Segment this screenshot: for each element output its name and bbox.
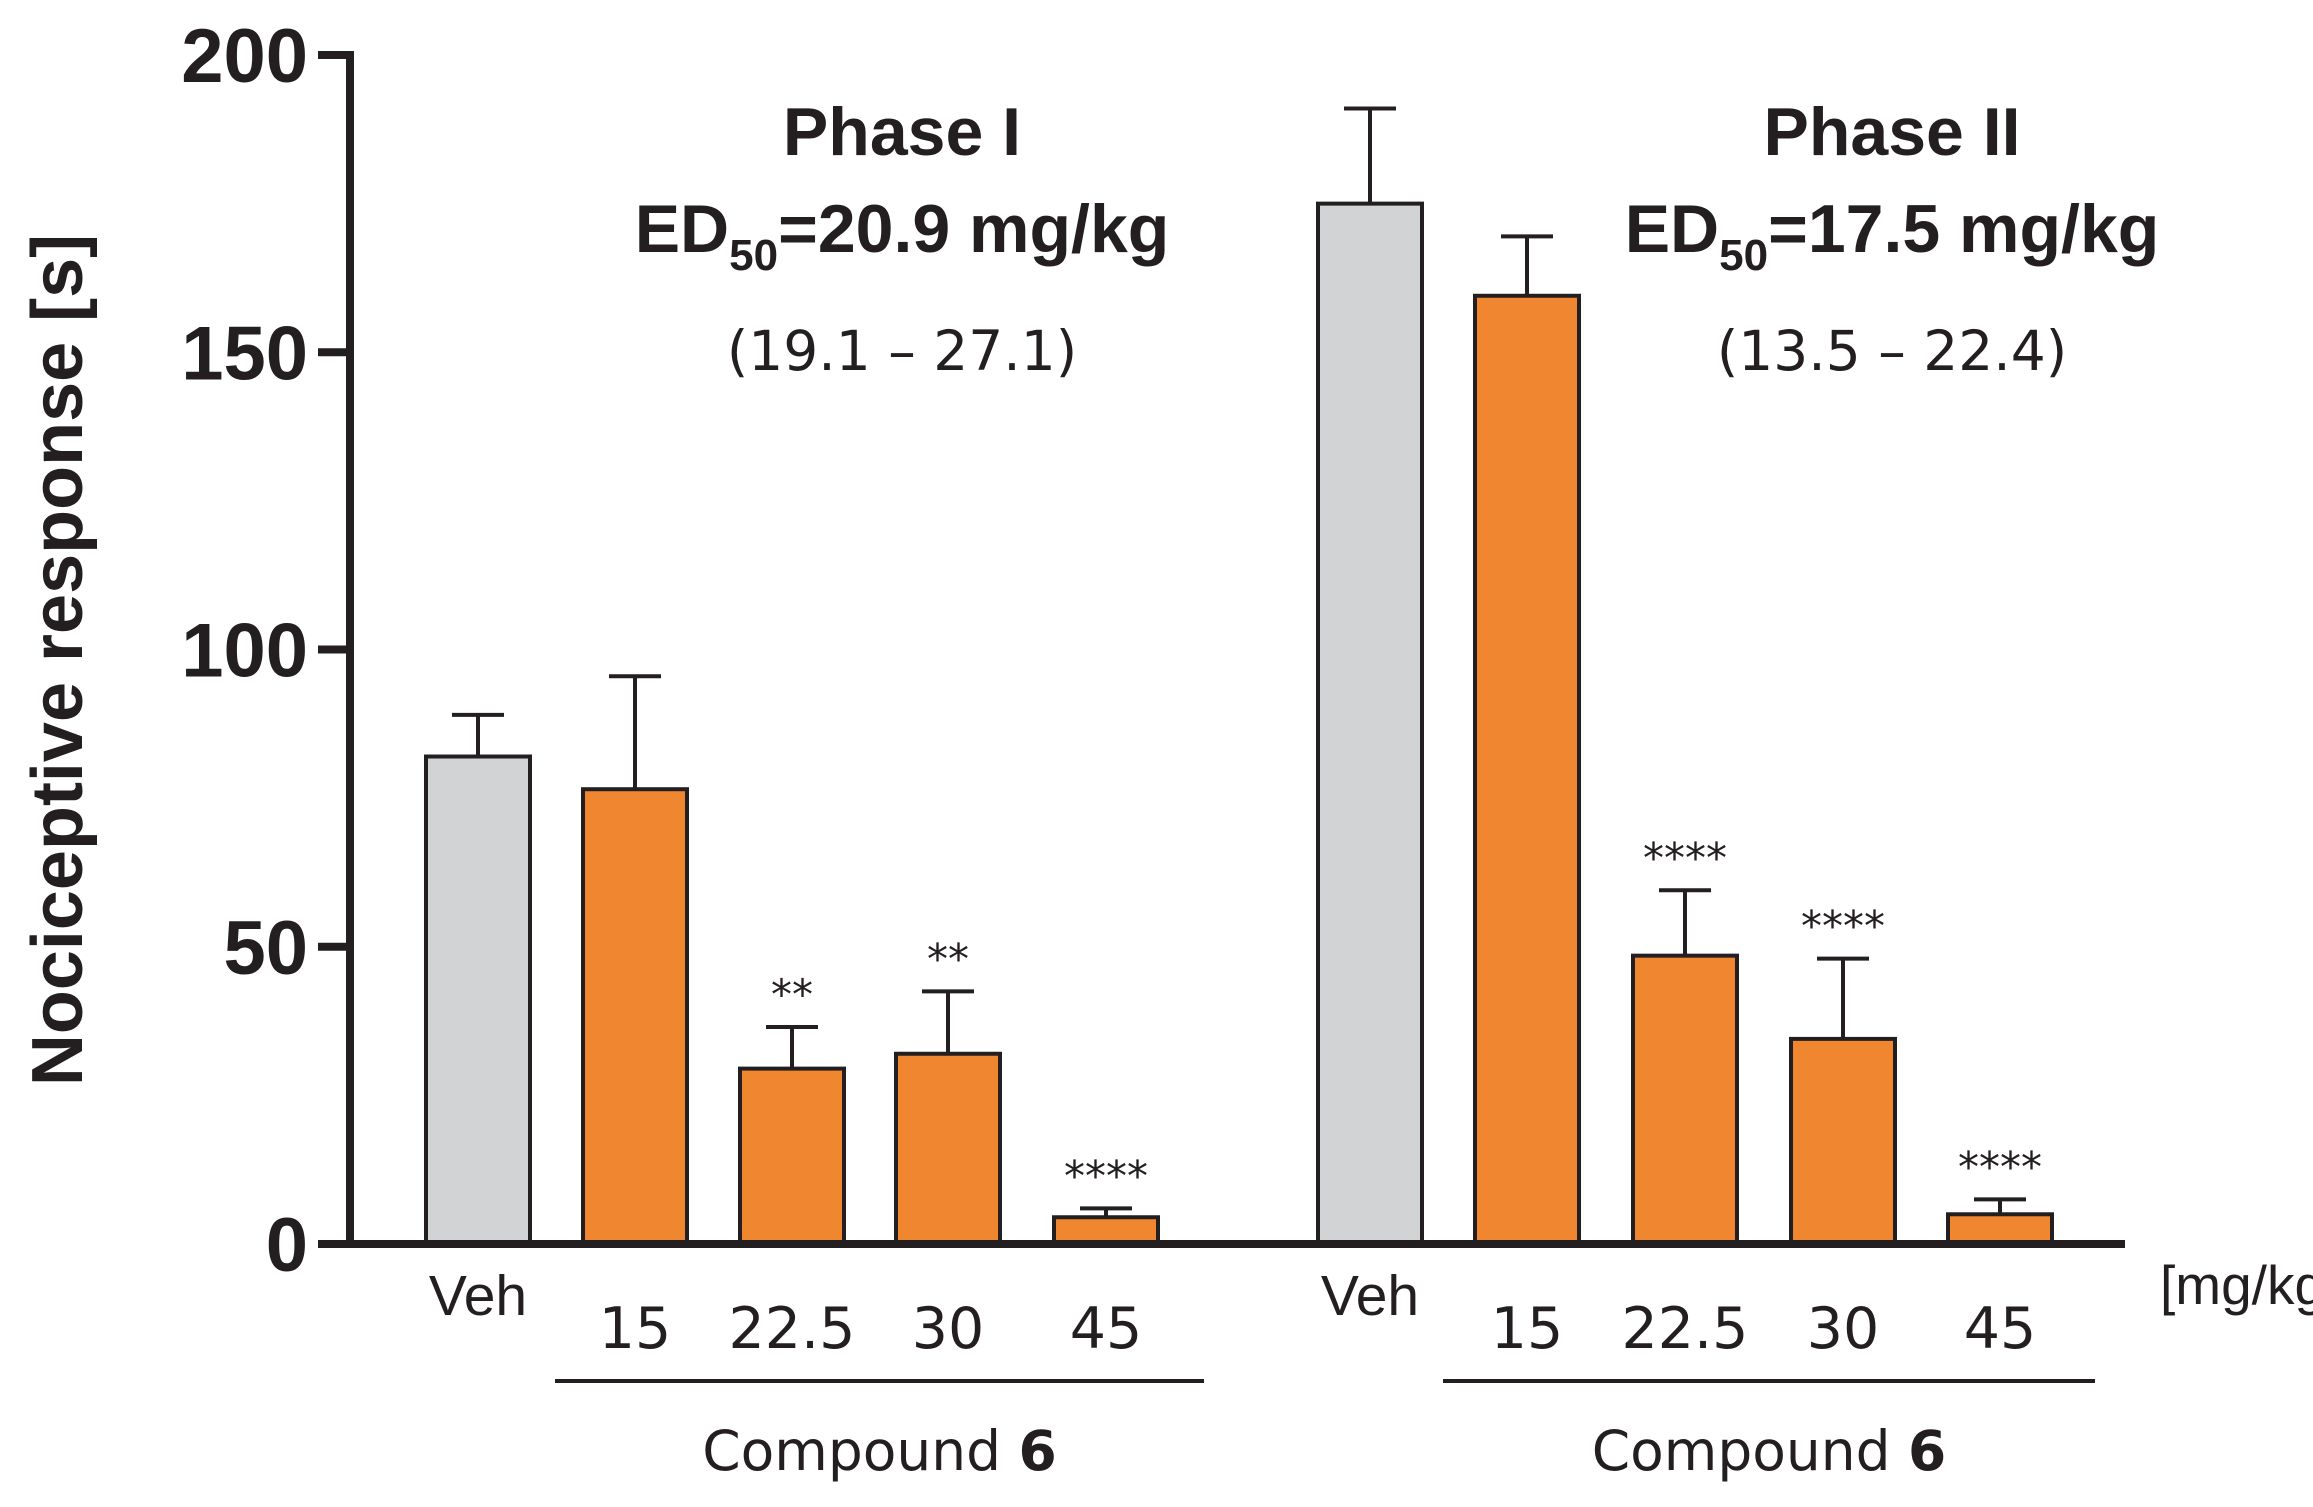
confidence-interval: (13.5 – 22.4) [1717, 319, 2067, 383]
ed50-subscript: 50 [1719, 231, 1768, 280]
category-label-dose: 30 [912, 1296, 985, 1362]
group-label-compound-number: 6 [1019, 1419, 1057, 1483]
ed50-label: ED50=17.5 mg/kg [1625, 191, 2160, 280]
group-label-compound-number: 6 [1908, 1419, 1946, 1483]
group-label: Compound 6 [1592, 1419, 1947, 1483]
y-tick-label: 200 [181, 14, 308, 99]
significance-label: **** [1801, 902, 1885, 951]
phase-title: Phase I [783, 94, 1021, 170]
phase-title: Phase II [1763, 94, 2020, 170]
significance-label: **** [1064, 1151, 1148, 1200]
ed50-label: ED50=20.9 mg/kg [635, 191, 1170, 280]
ed50-prefix: ED [1625, 191, 1719, 267]
y-tick-label: 150 [181, 311, 308, 396]
bars [424, 106, 2054, 1247]
bar [894, 1051, 1002, 1247]
category-label-dose: 45 [1070, 1296, 1143, 1362]
bar [1316, 201, 1424, 1246]
category-label-dose: 15 [1491, 1296, 1564, 1362]
category-label-dose: 45 [1964, 1296, 2037, 1362]
bar [738, 1066, 846, 1247]
group-label: Compound 6 [702, 1419, 1057, 1483]
bar [1052, 1215, 1160, 1247]
significance-label: **** [1643, 833, 1727, 882]
confidence-interval: (19.1 – 27.1) [727, 319, 1077, 383]
bar [581, 787, 689, 1247]
bar [424, 754, 532, 1246]
bar [1946, 1212, 2054, 1247]
ed50-prefix: ED [635, 191, 729, 267]
ed50-value: =20.9 mg/kg [778, 191, 1169, 267]
category-label-dose: 22.5 [1622, 1296, 1749, 1362]
y-tick-label: 100 [181, 609, 308, 694]
y-tick-label: 50 [223, 906, 308, 991]
y-axis-ticks: 0 50 100 150 200 [181, 14, 350, 1288]
significance-label: ** [927, 934, 969, 983]
category-label-dose: 22.5 [729, 1296, 856, 1362]
category-label-dose: 15 [599, 1296, 672, 1362]
unit-label: [mg/kg] [2160, 1254, 2313, 1316]
category-label-veh: Veh [429, 1264, 527, 1328]
ed50-value: =17.5 mg/kg [1768, 191, 2159, 267]
category-label-dose: 30 [1807, 1296, 1880, 1362]
y-axis-title: Nociceptive response [s] [18, 234, 98, 1086]
bar [1631, 953, 1739, 1246]
significance-label: **** [1958, 1142, 2042, 1191]
significance-label: ** [771, 970, 813, 1019]
bar [1789, 1036, 1897, 1246]
bar [1473, 293, 1581, 1246]
category-label-veh: Veh [1321, 1264, 1419, 1328]
y-tick-label: 0 [266, 1203, 308, 1288]
ed50-subscript: 50 [729, 231, 778, 280]
